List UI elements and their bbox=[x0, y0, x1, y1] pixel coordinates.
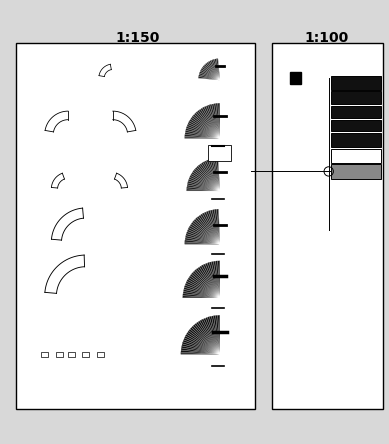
Wedge shape bbox=[198, 59, 220, 80]
Wedge shape bbox=[185, 103, 220, 139]
Bar bbox=[290, 72, 301, 84]
Wedge shape bbox=[185, 209, 220, 244]
Wedge shape bbox=[187, 158, 220, 191]
Bar bbox=[97, 352, 104, 357]
Bar bbox=[331, 120, 381, 131]
Bar bbox=[56, 352, 63, 357]
Bar bbox=[331, 76, 381, 90]
Bar bbox=[16, 43, 255, 409]
Wedge shape bbox=[181, 315, 220, 354]
Text: 1:150: 1:150 bbox=[116, 32, 160, 45]
Wedge shape bbox=[183, 261, 220, 298]
Bar bbox=[41, 352, 48, 357]
Text: 1:100: 1:100 bbox=[305, 32, 349, 45]
Bar bbox=[68, 352, 75, 357]
Bar bbox=[331, 106, 381, 118]
Bar bbox=[331, 149, 381, 163]
Bar bbox=[272, 43, 383, 409]
Bar bbox=[82, 352, 89, 357]
Bar bbox=[208, 145, 231, 161]
Bar bbox=[331, 91, 381, 104]
Bar bbox=[331, 132, 381, 147]
Bar bbox=[331, 164, 381, 179]
